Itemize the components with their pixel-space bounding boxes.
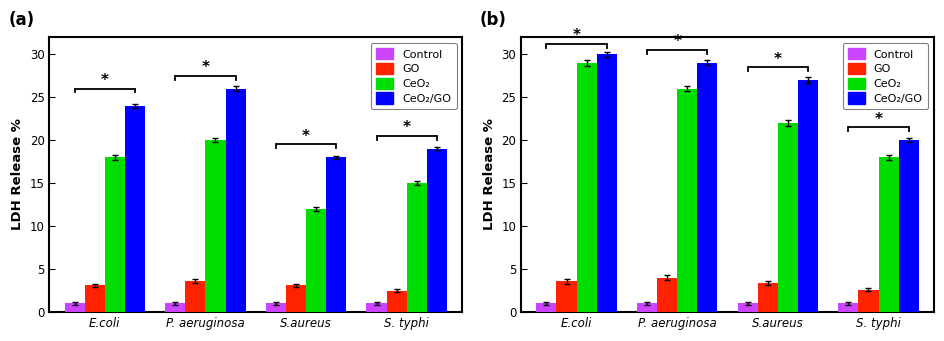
Bar: [406, 183, 427, 312]
Bar: [185, 281, 205, 312]
Bar: [576, 63, 596, 312]
Legend: Control, GO, CeO₂, CeO₂/GO: Control, GO, CeO₂, CeO₂/GO: [370, 43, 456, 109]
Bar: [105, 157, 125, 312]
Bar: [797, 80, 818, 312]
Bar: [306, 209, 326, 312]
Bar: [596, 54, 616, 312]
Text: *: *: [672, 34, 681, 49]
Bar: [226, 89, 245, 312]
Text: *: *: [773, 51, 781, 66]
Bar: [857, 290, 878, 312]
Text: *: *: [402, 120, 411, 135]
Bar: [878, 157, 898, 312]
Text: *: *: [101, 73, 109, 88]
Bar: [205, 140, 226, 312]
Text: *: *: [873, 112, 882, 127]
Bar: [165, 303, 185, 312]
Bar: [777, 123, 797, 312]
Bar: [536, 303, 556, 312]
Text: (a): (a): [8, 11, 34, 29]
Legend: Control, GO, CeO₂, CeO₂/GO: Control, GO, CeO₂, CeO₂/GO: [842, 43, 927, 109]
Bar: [386, 291, 406, 312]
Bar: [636, 303, 656, 312]
Bar: [286, 285, 306, 312]
Text: (b): (b): [480, 11, 506, 29]
Bar: [64, 303, 85, 312]
Bar: [677, 89, 697, 312]
Y-axis label: LDH Release %: LDH Release %: [482, 119, 496, 231]
Bar: [326, 157, 346, 312]
Text: *: *: [302, 129, 310, 144]
Bar: [556, 281, 576, 312]
Text: *: *: [572, 28, 580, 43]
Bar: [85, 285, 105, 312]
Bar: [737, 303, 757, 312]
Bar: [697, 63, 716, 312]
Y-axis label: LDH Release %: LDH Release %: [11, 119, 25, 231]
Bar: [427, 149, 447, 312]
Bar: [757, 283, 777, 312]
Bar: [366, 303, 386, 312]
Bar: [265, 303, 286, 312]
Bar: [125, 106, 144, 312]
Bar: [656, 278, 677, 312]
Text: *: *: [201, 60, 210, 75]
Bar: [837, 303, 857, 312]
Bar: [898, 140, 918, 312]
